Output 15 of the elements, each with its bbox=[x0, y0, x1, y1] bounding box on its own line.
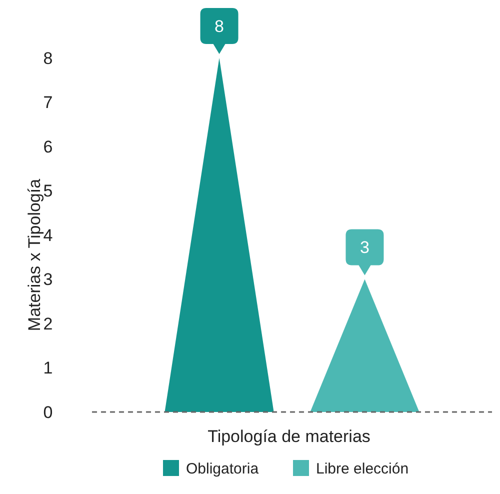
y-tick-label: 8 bbox=[43, 48, 53, 68]
y-tick-label: 3 bbox=[43, 270, 53, 290]
data-label: 8 bbox=[214, 16, 224, 36]
y-tick-label: 0 bbox=[43, 402, 53, 422]
legend-label: Obligatoria bbox=[186, 460, 260, 478]
y-tick-label: 7 bbox=[43, 93, 53, 112]
x-axis-title: Tipología de materias bbox=[208, 427, 370, 446]
y-tick-label: 5 bbox=[43, 182, 53, 201]
y-axis-title: Materias x Tipología bbox=[25, 178, 44, 332]
y-tick-label: 6 bbox=[43, 137, 53, 156]
y-tick-label: 4 bbox=[43, 226, 53, 245]
y-tick-label: 2 bbox=[43, 314, 53, 334]
legend-label: Libre elección bbox=[316, 460, 409, 478]
data-label: 3 bbox=[360, 238, 370, 258]
y-tick-label: 1 bbox=[43, 358, 53, 378]
